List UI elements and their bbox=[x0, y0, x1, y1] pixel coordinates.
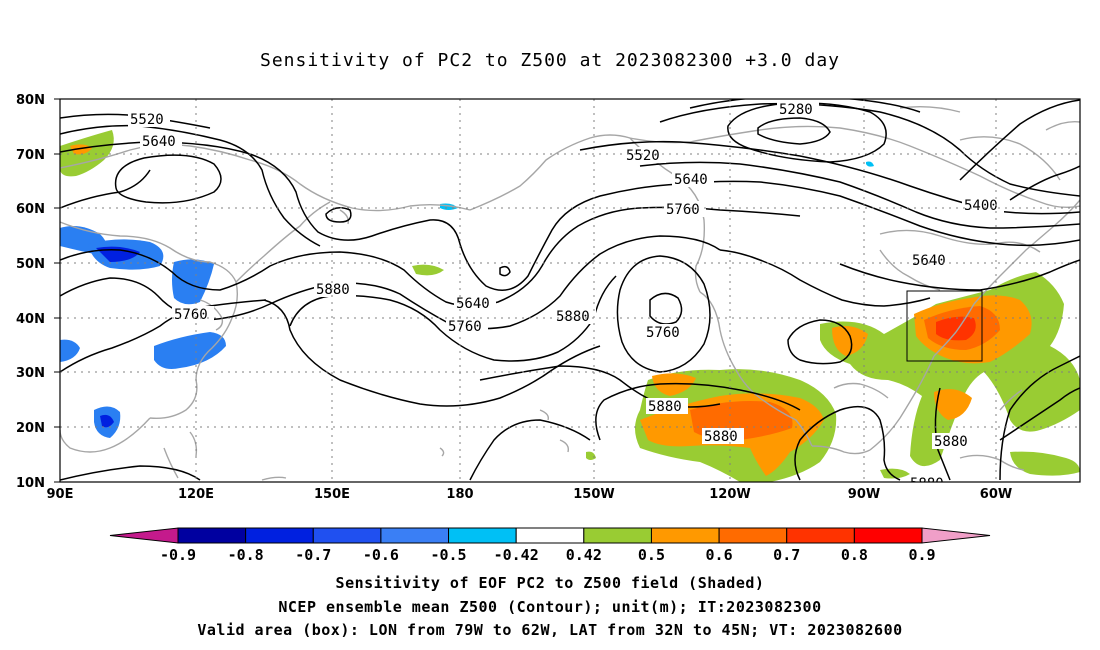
positive-patch bbox=[936, 316, 976, 341]
contour-label: 5760 bbox=[174, 307, 208, 323]
positive-patch bbox=[586, 451, 596, 460]
colorbar-label: -0.8 bbox=[228, 546, 264, 564]
lon-label: 120E bbox=[178, 487, 214, 502]
lon-label: 90E bbox=[47, 487, 74, 502]
contour-label: 5520 bbox=[626, 148, 660, 164]
contour-label: 5880 bbox=[648, 399, 682, 415]
colorbar-label: 0.9 bbox=[908, 546, 935, 564]
positive-patch bbox=[1010, 451, 1080, 476]
colorbar: -0.9 -0.8 -0.7 -0.6 -0.5 -0.42 0.42 0.5 0.6 0.7 0.… bbox=[109, 527, 991, 564]
contour-label: 5880 bbox=[316, 282, 350, 298]
contour-label: 5880 bbox=[934, 434, 968, 450]
colorbar-segment bbox=[312, 527, 382, 544]
contour-label: 5400 bbox=[964, 198, 998, 214]
contour-label: 5880 bbox=[704, 429, 738, 445]
positive-patch bbox=[652, 373, 696, 396]
plot-frame bbox=[59, 98, 1081, 483]
contour-label: 5760 bbox=[448, 319, 482, 335]
colorbar-segment bbox=[515, 527, 585, 544]
valid-area-box bbox=[906, 290, 983, 362]
negative-patch bbox=[172, 259, 214, 305]
colorbar-segment bbox=[853, 527, 923, 544]
latitude-axis: 80N 70N 60N 50N 40N 30N 20N 10N bbox=[16, 93, 60, 491]
lat-label: 30N bbox=[16, 366, 45, 381]
contour-label: 5760 bbox=[646, 325, 680, 341]
contour-label: 5640 bbox=[674, 172, 708, 188]
colorbar-segment bbox=[718, 527, 788, 544]
lon-label: 90W bbox=[848, 487, 880, 502]
colorbar-label: -0.5 bbox=[430, 546, 466, 564]
longitude-axis: 90E 120E 150E 180 150W 120W 90W 60W bbox=[47, 487, 1013, 502]
colorbar-segment bbox=[583, 527, 652, 544]
colorbar-segment bbox=[786, 527, 855, 544]
contour-label: 5640 bbox=[456, 296, 490, 312]
positive-patch bbox=[60, 130, 114, 177]
contour-label: 5280 bbox=[779, 102, 813, 118]
lon-label: 150E bbox=[314, 487, 350, 502]
colorbar-segment bbox=[245, 527, 314, 544]
lat-label: 10N bbox=[16, 476, 45, 491]
contour-label: 5760 bbox=[666, 202, 700, 218]
negative-patch bbox=[100, 414, 114, 428]
colorbar-low-end bbox=[109, 527, 179, 544]
lat-label: 20N bbox=[16, 421, 45, 436]
caption-line-1: Sensitivity of EOF PC2 to Z500 field (Sh… bbox=[335, 574, 765, 592]
lon-label: 120W bbox=[709, 487, 750, 502]
lat-label: 70N bbox=[16, 148, 45, 163]
positive-patch bbox=[412, 264, 444, 276]
colorbar-segment bbox=[448, 527, 517, 544]
contour-label: 5520 bbox=[130, 112, 164, 128]
contour-label: 5880 bbox=[556, 309, 590, 325]
colorbar-segment bbox=[177, 527, 247, 544]
contour-label: 5880 bbox=[910, 476, 944, 492]
positive-patch bbox=[934, 389, 972, 420]
colorbar-label: -0.9 bbox=[160, 546, 196, 564]
contour-labels: 5280 5520 5520 5640 5640 5640 5640 5400 … bbox=[128, 101, 1004, 492]
lon-label: 180 bbox=[446, 487, 473, 502]
colorbar-label: -0.6 bbox=[363, 546, 399, 564]
colorbar-label: 0.8 bbox=[841, 546, 868, 564]
colorbar-label: -0.7 bbox=[295, 546, 331, 564]
colorbar-label: 0.42 bbox=[566, 546, 602, 564]
lon-label: 150W bbox=[573, 487, 614, 502]
colorbar-label: -0.42 bbox=[494, 546, 539, 564]
negative-patch bbox=[60, 339, 80, 362]
colorbar-segment bbox=[380, 527, 450, 544]
contour-label: 5640 bbox=[142, 134, 176, 150]
colorbar-label: 0.6 bbox=[706, 546, 733, 564]
lat-label: 80N bbox=[16, 93, 45, 108]
lon-label: 60W bbox=[980, 487, 1012, 502]
colorbar-high-end bbox=[921, 527, 991, 544]
caption-line-2: NCEP ensemble mean Z500 (Contour); unit(… bbox=[278, 598, 822, 616]
negative-patch bbox=[154, 332, 226, 369]
contour-label: 5640 bbox=[912, 253, 946, 269]
map-title: Sensitivity of PC2 to Z500 at 2023082300… bbox=[259, 50, 840, 71]
lat-label: 50N bbox=[16, 257, 45, 272]
lat-label: 40N bbox=[16, 312, 45, 327]
grid-lines bbox=[60, 99, 1080, 482]
colorbar-label: 0.7 bbox=[773, 546, 800, 564]
negative-patch bbox=[866, 161, 874, 167]
colorbar-segment bbox=[650, 527, 720, 544]
caption-line-3: Valid area (box): LON from 79W to 62W, L… bbox=[197, 621, 903, 639]
positive-patch bbox=[832, 326, 868, 356]
lat-label: 60N bbox=[16, 202, 45, 217]
colorbar-label: 0.5 bbox=[638, 546, 665, 564]
